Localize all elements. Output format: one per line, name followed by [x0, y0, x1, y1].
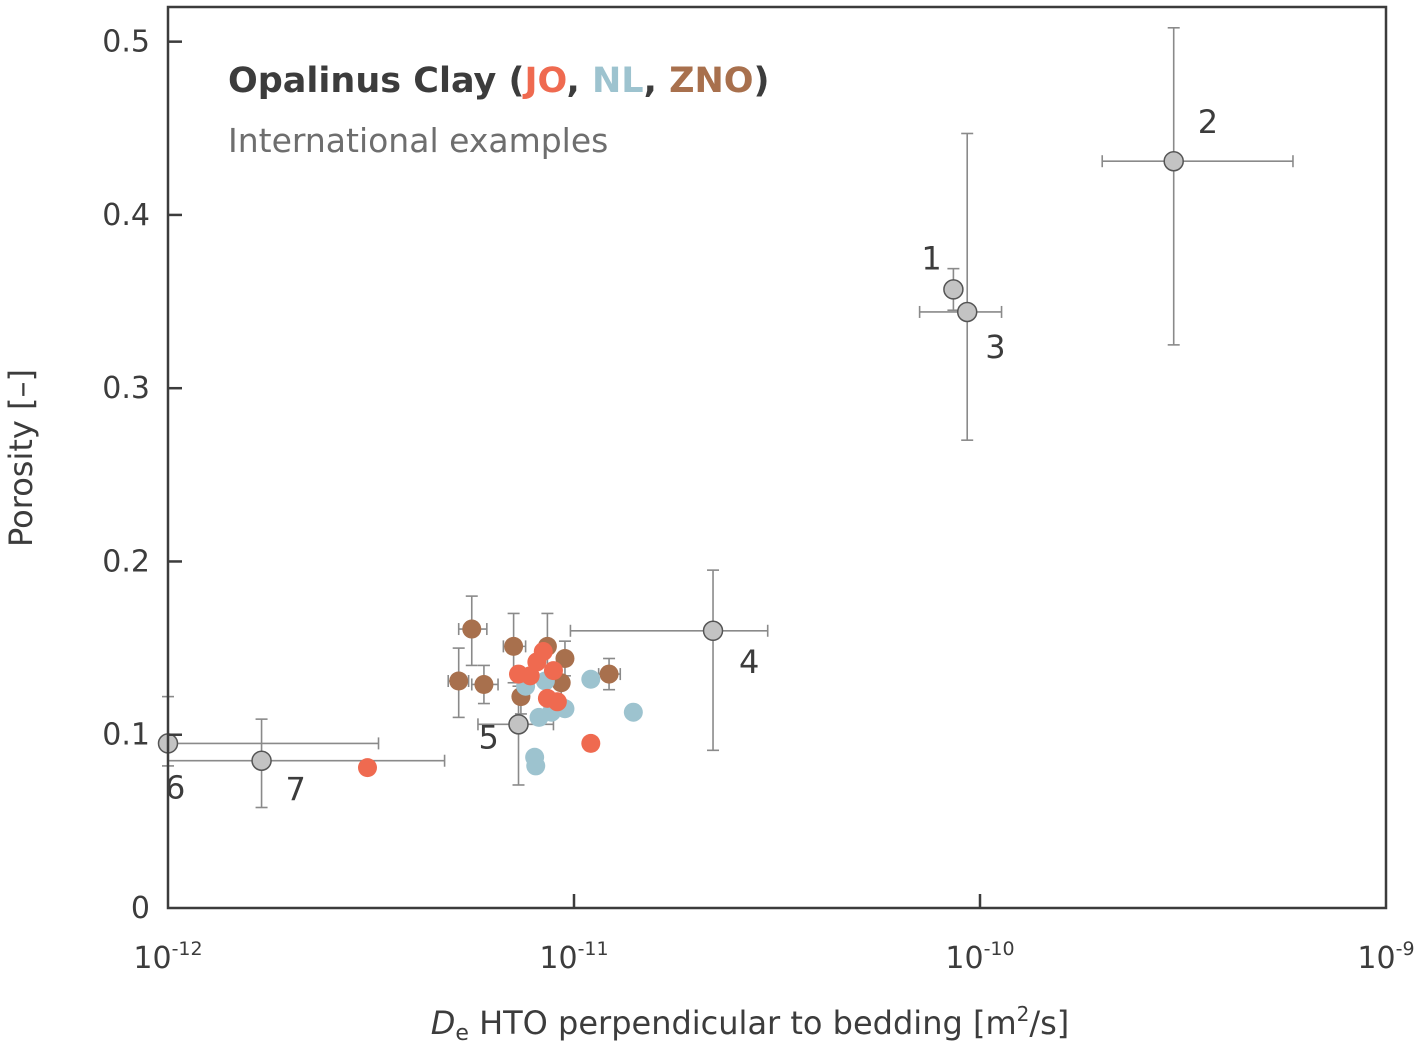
x-tick-label: 10-10	[945, 938, 1014, 976]
point-label-1: 1	[921, 239, 941, 277]
legend-jo: JO	[523, 61, 567, 101]
point-labels: 1 2 3 4 5 6 7	[165, 103, 1218, 809]
legend-nl: NL	[592, 61, 644, 101]
nl-point	[623, 702, 643, 722]
y-tick-label: 0.2	[102, 544, 150, 579]
jo-point	[547, 692, 567, 712]
x-tick-base: 10	[133, 941, 171, 976]
legend-zno: ZNO	[669, 61, 753, 101]
legend-subtitle: International examples	[228, 121, 608, 160]
x-tick-exponent: -10	[984, 938, 1015, 960]
x-axis-title-symbol: D	[431, 1004, 456, 1042]
y-tick-label: 0.5	[102, 25, 150, 60]
international-point-5	[508, 714, 529, 735]
x-axis-title-superscript: 2	[1017, 1002, 1030, 1026]
y-tick-label: 0.4	[102, 198, 150, 233]
x-axis-title-subscript: e	[455, 1021, 469, 1046]
x-tick-exponent: -12	[172, 938, 203, 960]
point-label-6: 6	[165, 768, 185, 806]
y-tick-label: 0.1	[102, 718, 150, 753]
zno-point	[462, 619, 482, 639]
international-point-1	[943, 279, 964, 300]
x-tick-base: 10	[539, 941, 577, 976]
x-tick-exponent: -9	[1396, 938, 1415, 960]
jo-point	[357, 758, 377, 778]
point-label-2: 2	[1198, 103, 1218, 141]
y-tick-label: 0.3	[102, 371, 150, 406]
jo-point	[533, 642, 553, 662]
x-axis-title-units: /s]	[1029, 1004, 1069, 1042]
x-axis-title: De HTO perpendicular to bedding [m2/s]	[431, 1002, 1070, 1046]
x-axis: 10-12 10-11 10-10 10-9	[133, 894, 1415, 976]
x-axis-title-text: HTO perpendicular to bedding [m	[469, 1004, 1017, 1042]
x-tick-label: 10-9	[1357, 938, 1414, 976]
zno-point	[599, 664, 619, 684]
international-point-4	[702, 620, 724, 642]
x-tick-label: 10-12	[133, 938, 202, 976]
y-axis-title: Porosity [–]	[2, 369, 40, 547]
y-axis: 0 0.1 0.2 0.3 0.4 0.5	[102, 25, 182, 926]
point-label-5: 5	[479, 718, 499, 756]
nl-point	[526, 756, 546, 776]
international-point-3	[956, 301, 978, 323]
x-tick-label: 10-11	[539, 938, 608, 976]
point-label-4: 4	[739, 643, 759, 681]
legend-title-suffix: )	[754, 61, 770, 101]
data-points	[157, 150, 1184, 778]
nl-point	[581, 669, 601, 689]
point-label-7: 7	[286, 771, 306, 809]
zno-point	[504, 636, 524, 656]
point-label-3: 3	[985, 328, 1005, 366]
y-tick-label: 0	[131, 891, 150, 926]
x-tick-base: 10	[1357, 941, 1395, 976]
x-tick-base: 10	[945, 941, 983, 976]
plot-frame	[166, 5, 1388, 910]
zno-point	[474, 674, 494, 694]
international-point-2	[1163, 150, 1184, 172]
legend-separator-2: ,	[644, 61, 669, 101]
legend-title: Opalinus Clay (JO, NL, ZNO)	[228, 61, 770, 101]
zno-point	[555, 648, 575, 668]
jo-point	[581, 733, 601, 753]
international-point-7	[251, 750, 272, 771]
jo-point	[543, 661, 563, 681]
legend-title-prefix: Opalinus Clay (	[228, 61, 525, 101]
x-tick-exponent: -11	[578, 938, 609, 960]
legend-separator-1: ,	[567, 61, 592, 101]
zno-point	[449, 671, 469, 691]
